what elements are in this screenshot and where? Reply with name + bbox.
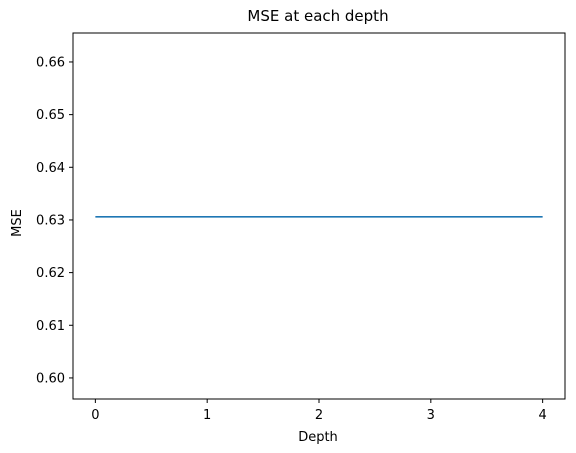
y-tick-label: 0.60 xyxy=(36,371,65,386)
plot-frame xyxy=(72,32,566,400)
chart-title: MSE at each depth xyxy=(247,7,388,25)
y-tick-label: 0.61 xyxy=(36,319,65,334)
x-tick-label: 3 xyxy=(427,408,435,423)
y-tick-label: 0.64 xyxy=(36,161,65,176)
x-tick-label: 4 xyxy=(538,408,546,423)
x-tick-label: 1 xyxy=(203,408,211,423)
y-tick-label: 0.65 xyxy=(36,108,65,123)
x-tick-label: 2 xyxy=(315,408,323,423)
y-tick-label: 0.62 xyxy=(36,266,65,281)
x-axis-label: Depth xyxy=(298,430,338,445)
y-axis-label: MSE xyxy=(10,209,25,237)
y-tick-label: 0.66 xyxy=(36,55,65,70)
y-tick-label: 0.63 xyxy=(36,213,65,228)
x-tick-label: 0 xyxy=(91,408,99,423)
x-axis: 0 1 2 3 4 xyxy=(91,399,547,423)
y-axis: 0.60 0.61 0.62 0.63 0.64 0.65 0.66 xyxy=(36,55,73,386)
